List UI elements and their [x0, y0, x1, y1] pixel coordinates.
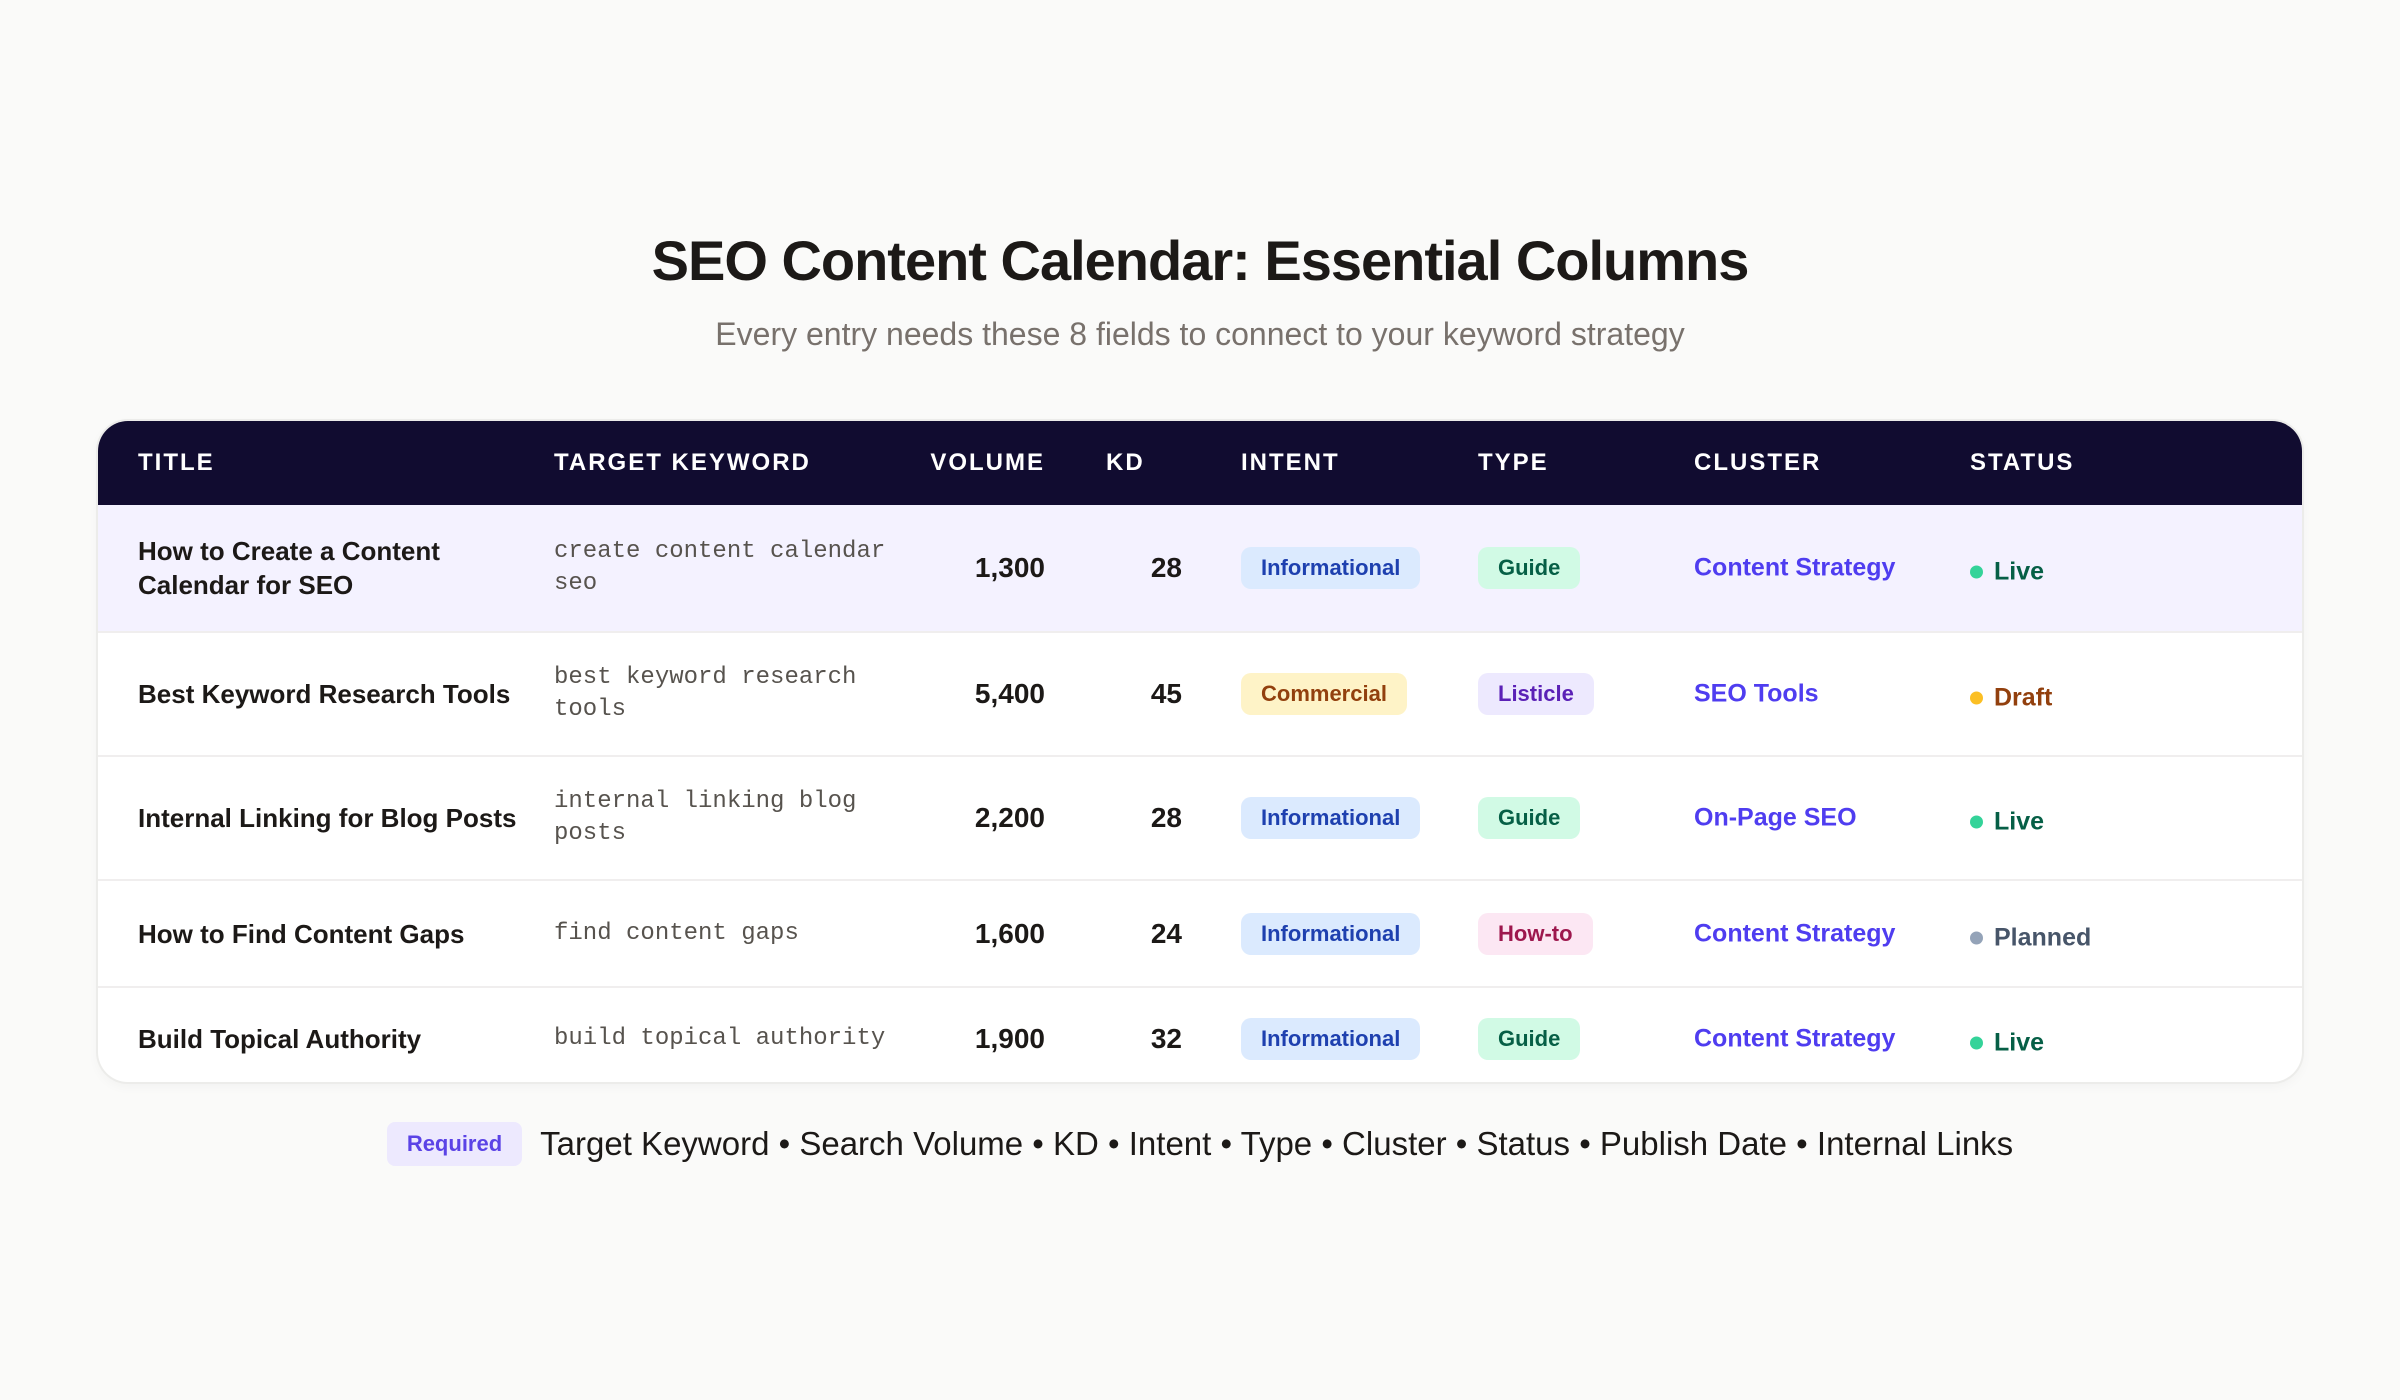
type-badge: Guide: [1478, 797, 1581, 839]
intent-badge: Commercial: [1241, 673, 1407, 715]
cluster-link[interactable]: Content Strategy: [1694, 553, 1896, 582]
content-calendar-table: TITLE TARGET KEYWORD VOLUME KD INTENT TY…: [98, 421, 2302, 1082]
table-row[interactable]: Internal Linking for Blog Posts internal…: [98, 755, 2302, 879]
type-badge: Guide: [1478, 1018, 1581, 1060]
status-label: Live: [1994, 1028, 2045, 1057]
required-fields-list: Target Keyword • Search Volume • KD • In…: [540, 1125, 2014, 1162]
row-keyword: best keyword research tools: [554, 664, 857, 723]
status-label: Draft: [1994, 683, 2053, 712]
row-title: Internal Linking for Blog Posts: [138, 803, 517, 833]
row-title: How to Find Content Gaps: [138, 918, 465, 949]
required-fields-legend: Required Target Keyword • Search Volume …: [0, 1122, 2400, 1166]
status-indicator: Live: [1970, 1029, 2044, 1058]
column-header-status: STATUS: [1970, 449, 2075, 476]
column-header-keyword: TARGET KEYWORD: [554, 449, 811, 476]
row-volume: 1,900: [974, 1023, 1045, 1054]
table-body: How to Create a Content Calendar for SEO…: [98, 505, 2302, 1082]
column-header-kd: KD: [1106, 449, 1145, 476]
intent-badge: Informational: [1241, 797, 1421, 839]
row-keyword: create content calendar seo: [554, 538, 886, 597]
row-kd: 28: [1150, 802, 1182, 833]
row-kd: 28: [1150, 552, 1182, 583]
row-keyword: find content gaps: [554, 919, 799, 947]
type-badge: Guide: [1478, 547, 1581, 589]
column-header-title: TITLE: [138, 449, 215, 476]
cluster-link[interactable]: SEO Tools: [1694, 679, 1819, 708]
column-header-intent: INTENT: [1241, 449, 1340, 476]
table-row[interactable]: How to Find Content Gaps find content ga…: [98, 879, 2302, 986]
table-row[interactable]: Best Keyword Research Tools best keyword…: [98, 631, 2302, 755]
row-title: How to Create a Content Calendar for SEO: [138, 536, 440, 600]
table-row[interactable]: Build Topical Authority build topical au…: [98, 986, 2302, 1082]
row-volume: 5,400: [974, 678, 1045, 709]
required-badge: Required: [386, 1122, 523, 1166]
column-header-type: TYPE: [1478, 449, 1549, 476]
type-badge: Listicle: [1478, 673, 1594, 715]
status-dot-icon: [1970, 931, 1983, 944]
status-indicator: Planned: [1970, 923, 2091, 952]
row-keyword: build topical authority: [554, 1025, 886, 1052]
status-label: Planned: [1994, 923, 2092, 951]
column-header-cluster: CLUSTER: [1694, 449, 1822, 476]
status-label: Live: [1994, 557, 2045, 586]
status-dot-icon: [1970, 691, 1983, 705]
status-dot-icon: [1970, 565, 1983, 579]
status-indicator: Draft: [1970, 684, 2052, 713]
intent-badge: Informational: [1241, 547, 1421, 589]
status-label: Live: [1994, 807, 2045, 836]
status-indicator: Live: [1970, 558, 2044, 587]
row-kd: 32: [1150, 1023, 1182, 1054]
column-header-volume: VOLUME: [930, 449, 1045, 476]
row-keyword: internal linking blog posts: [554, 788, 857, 847]
row-volume: 2,200: [974, 802, 1045, 833]
row-kd: 24: [1150, 917, 1182, 949]
table-header: TITLE TARGET KEYWORD VOLUME KD INTENT TY…: [98, 421, 2302, 505]
page-title: SEO Content Calendar: Essential Columns: [651, 229, 1750, 292]
status-indicator: Live: [1970, 808, 2044, 837]
row-volume: 1,600: [974, 917, 1045, 949]
row-volume: 1,300: [974, 552, 1045, 583]
cluster-link[interactable]: Content Strategy: [1694, 919, 1896, 947]
page-subtitle: Every entry needs these 8 fields to conn…: [715, 316, 1685, 352]
status-dot-icon: [1970, 1036, 1983, 1050]
cluster-link[interactable]: On-Page SEO: [1694, 803, 1857, 832]
intent-badge: Informational: [1241, 1018, 1421, 1060]
row-title: Build Topical Authority: [138, 1024, 422, 1054]
status-dot-icon: [1970, 815, 1983, 829]
table-row[interactable]: How to Create a Content Calendar for SEO…: [98, 505, 2302, 631]
cluster-link[interactable]: Content Strategy: [1694, 1024, 1896, 1053]
row-title: Best Keyword Research Tools: [138, 679, 511, 709]
type-badge: How-to: [1478, 912, 1593, 955]
intent-badge: Informational: [1241, 912, 1421, 955]
row-kd: 45: [1150, 678, 1182, 709]
